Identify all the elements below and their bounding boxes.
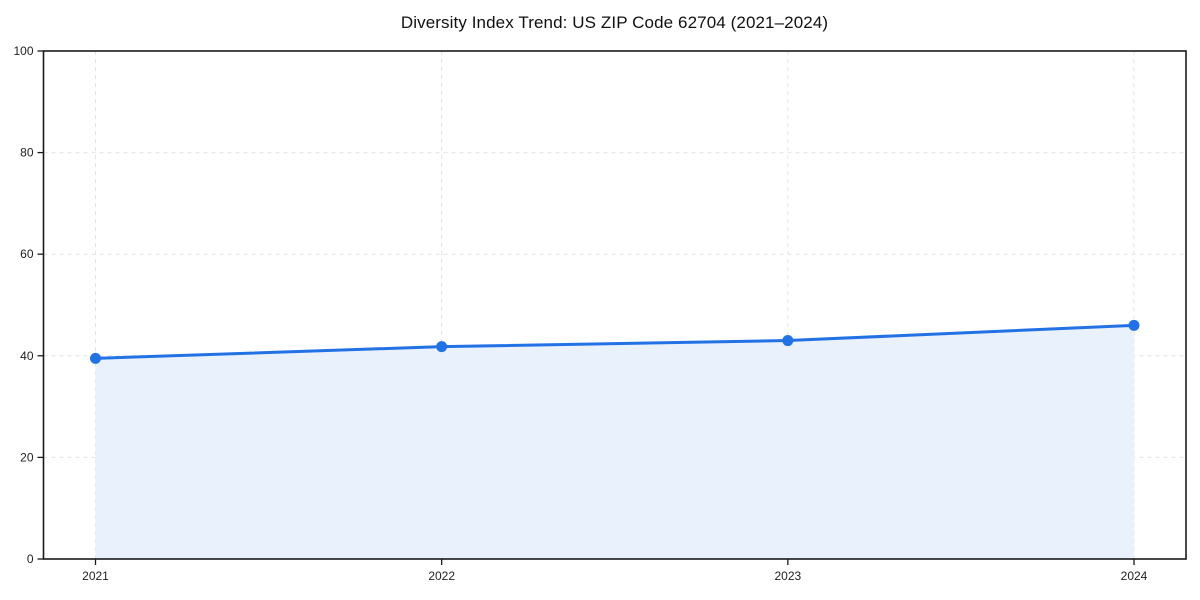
plot-border <box>42 50 1187 560</box>
x-tick-label: 2023 <box>774 569 801 583</box>
series-area-fill <box>95 325 1134 559</box>
y-tick-label: 20 <box>20 450 34 464</box>
y-tick-label: 0 <box>27 552 34 566</box>
y-tick-label: 80 <box>20 146 34 160</box>
y-tick-label: 60 <box>20 247 34 261</box>
x-tick-label: 2022 <box>428 569 455 583</box>
data-point-marker <box>436 341 448 353</box>
y-tick-label: 100 <box>13 44 33 58</box>
y-tick-label: 40 <box>20 349 34 363</box>
data-point-marker <box>90 352 101 364</box>
x-tick-label: 2024 <box>1121 569 1148 583</box>
chart-title: Diversity Index Trend: US ZIP Code 62704… <box>400 13 829 32</box>
data-point-marker <box>1128 319 1140 331</box>
data-point-marker <box>782 335 794 347</box>
x-tick-label: 2021 <box>82 569 109 583</box>
series-line <box>94 323 1136 360</box>
